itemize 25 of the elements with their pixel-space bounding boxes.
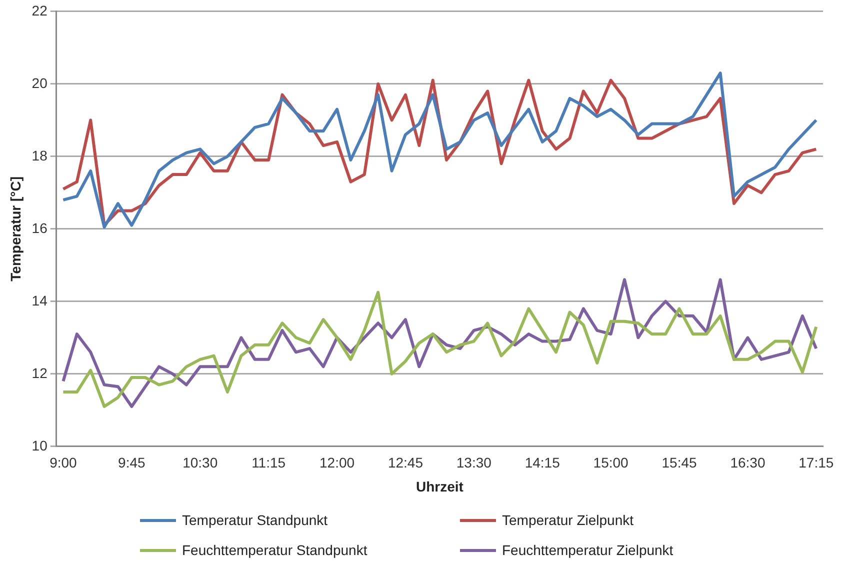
legend-label: Feuchttemperatur Zielpunkt	[502, 542, 674, 558]
y-tick-label: 22	[32, 2, 48, 18]
x-tick-label: 15:45	[662, 454, 697, 471]
legend-label: Temperatur Standpunkt	[182, 512, 328, 528]
y-tick-label: 18	[32, 147, 48, 164]
x-tick-label: 12:00	[319, 454, 355, 471]
legend-label: Temperatur Zielpunkt	[502, 512, 634, 528]
x-axis-title: Uhrzeit	[416, 478, 464, 494]
x-tick-label: 14:15	[524, 454, 560, 471]
x-tick-label: 11:15	[252, 454, 286, 471]
y-tick-label: 20	[32, 74, 48, 91]
y-tick-label: 14	[32, 292, 48, 308]
y-tick-label: 10	[32, 437, 48, 454]
x-tick-label: 9:00	[50, 454, 78, 471]
x-tick-label: 17:15	[798, 454, 834, 471]
x-tick-label: 9:45	[118, 454, 146, 471]
x-tick-label: 15:00	[593, 454, 629, 471]
x-tick-label: 12:45	[388, 454, 424, 471]
x-tick-label: 16:30	[730, 454, 766, 471]
x-tick-label: 13:30	[456, 454, 492, 471]
y-axis-title: Temperatur [°C]	[7, 176, 24, 282]
y-tick-label: 16	[32, 220, 48, 236]
x-tick-label: 10:30	[182, 454, 218, 471]
y-tick-label: 12	[32, 364, 48, 381]
legend-label: Feuchttemperatur Standpunkt	[182, 542, 368, 558]
